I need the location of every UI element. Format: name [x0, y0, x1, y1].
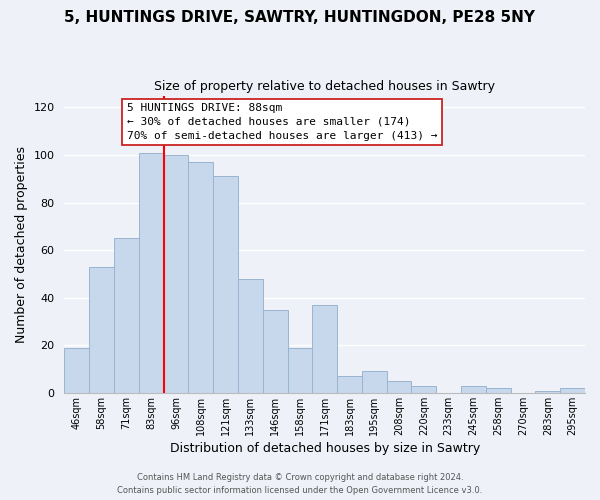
Bar — [386, 381, 412, 393]
Bar — [337, 376, 362, 393]
Bar — [287, 348, 313, 393]
Bar — [535, 390, 560, 393]
Y-axis label: Number of detached properties: Number of detached properties — [15, 146, 28, 342]
Title: Size of property relative to detached houses in Sawtry: Size of property relative to detached ho… — [154, 80, 495, 93]
Bar — [238, 278, 263, 393]
Bar — [412, 386, 436, 393]
Bar — [139, 152, 164, 393]
Bar — [263, 310, 287, 393]
Bar — [64, 348, 89, 393]
Bar — [89, 267, 114, 393]
Bar — [213, 176, 238, 393]
Bar — [362, 372, 386, 393]
Bar — [188, 162, 213, 393]
Text: 5, HUNTINGS DRIVE, SAWTRY, HUNTINGDON, PE28 5NY: 5, HUNTINGS DRIVE, SAWTRY, HUNTINGDON, P… — [65, 10, 536, 25]
Text: 5 HUNTINGS DRIVE: 88sqm
← 30% of detached houses are smaller (174)
70% of semi-d: 5 HUNTINGS DRIVE: 88sqm ← 30% of detache… — [127, 103, 437, 141]
X-axis label: Distribution of detached houses by size in Sawtry: Distribution of detached houses by size … — [170, 442, 480, 455]
Text: Contains HM Land Registry data © Crown copyright and database right 2024.
Contai: Contains HM Land Registry data © Crown c… — [118, 474, 482, 495]
Bar — [560, 388, 585, 393]
Bar — [461, 386, 486, 393]
Bar — [164, 155, 188, 393]
Bar — [486, 388, 511, 393]
Bar — [313, 305, 337, 393]
Bar — [114, 238, 139, 393]
